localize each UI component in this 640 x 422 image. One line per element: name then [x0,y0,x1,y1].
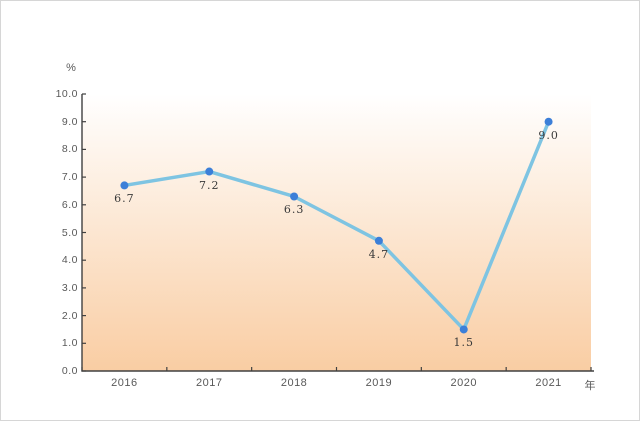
y-tick-label: 7.0 [61,171,78,184]
y-axis-unit-label: % [66,62,76,74]
axis-lines [81,94,594,372]
x-axis-label: 2017 [196,377,223,389]
data-point-label: 6.3 [283,203,305,217]
x-axis-label: 2016 [111,377,138,389]
data-point [374,236,383,245]
y-tick-label: 9.0 [61,115,78,128]
y-tick-label: 6.0 [61,198,78,211]
plot-area [82,94,591,371]
series-line [122,119,551,332]
data-point [205,167,214,176]
y-tick-label: 4.0 [61,254,78,267]
data-point-label: 4.7 [368,247,390,261]
data-point [459,325,468,334]
data-point-label: 7.2 [199,178,220,192]
y-tick-label: 2.0 [61,309,78,322]
data-point [544,117,553,126]
x-axis-label: 2019 [365,377,393,389]
x-axis-label: 2020 [450,377,477,389]
y-tick-label: 3.0 [61,281,78,294]
x-axis-label: 2018 [280,377,308,389]
x-axis-unit-label: 年 [584,380,596,392]
y-tick-label: 5.0 [61,226,78,239]
y-tick-label: 8.0 [61,143,78,156]
data-point [290,192,299,201]
data-point [120,181,129,190]
y-tick-label: 10.0 [55,88,78,100]
y-tick-label: 0.0 [61,365,78,377]
data-point-label: 6.7 [114,192,135,206]
x-axis-label: 2021 [535,377,562,389]
data-point-label: 9.0 [538,128,559,142]
y-tick-label: 1.0 [61,337,78,350]
data-point-label: 1.5 [453,336,474,350]
